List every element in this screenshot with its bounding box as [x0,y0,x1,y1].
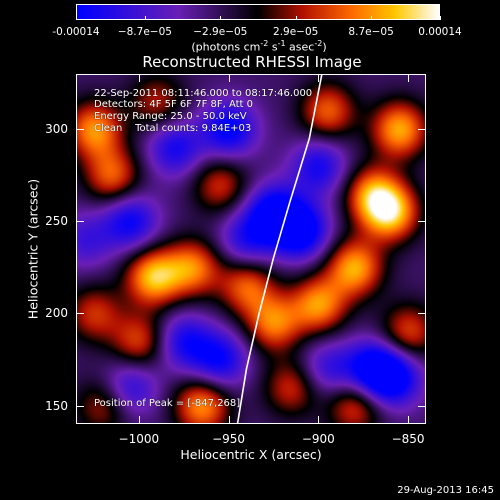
colorbar-tick-label: −8.7e−05 [117,26,172,38]
annotation-peak: Position of Peak = [-847,268] [94,398,241,409]
x-tick-label: −1000 [118,432,160,446]
colorbar-tick-label: -0.00014 [52,26,100,38]
heatmap-image [76,74,426,424]
colorbar-tick-label: 8.7e−05 [348,26,394,38]
y-tick-mark [76,405,84,407]
colorbar [76,4,440,20]
colorbar-units: (photons cm-2 s-1 asec-2) [191,39,327,54]
x-tick-mark [318,74,320,82]
colorbar-tick-label: −2.9e−05 [193,26,248,38]
colorbar-tick-label: 2.9e−05 [273,26,319,38]
y-tick-mark [418,313,426,315]
colorbar-tick-mark [220,16,222,20]
chart-title: Reconstructed RHESSI Image [142,53,362,71]
y-tick-mark [76,313,84,315]
y-tick-label: 250 [45,214,68,229]
y-tick-mark [418,221,426,223]
x-tick-mark [228,416,230,424]
annotation-clean: Clean Total counts: 9.84E+03 [94,123,252,134]
annotation-detectors: Detectors: 4F 5F 6F 7F 8F, Att 0 [94,99,254,110]
colorbar-tick-mark [440,16,441,20]
solar-limb-curve [236,74,323,424]
colorbar-tick-label: 0.00014 [418,26,462,38]
colorbar-tick-mark [371,16,373,20]
x-tick-mark [228,74,230,82]
x-tick-mark [138,416,140,424]
colorbar-tick-mark [295,16,297,20]
y-tick-label: 300 [45,122,68,137]
x-tick-mark [408,74,410,82]
annotation-energy: Energy Range: 25.0 - 50.0 keV [94,111,247,122]
x-tick-label: −950 [212,432,246,446]
x-axis-label: Heliocentric X (arcsec) [180,447,322,462]
x-tick-label: −900 [301,432,335,446]
y-tick-mark [76,221,84,223]
limb-overlay [236,74,323,424]
footer-date: 29-Aug-2013 16:45 [397,485,494,496]
y-tick-mark [418,129,426,131]
x-tick-mark [318,416,320,424]
y-axis-label: Heliocentric Y (arcsec) [25,178,41,320]
x-tick-mark [138,74,140,82]
x-tick-label: −850 [391,432,425,446]
x-tick-mark [408,416,410,424]
y-tick-label: 150 [45,398,68,413]
y-tick-label: 200 [45,306,68,321]
colorbar-tick-mark [144,16,146,20]
y-tick-mark [418,405,426,407]
y-tick-mark [76,129,84,131]
annotation-time-range: 22-Sep-2011 08:11:46.000 to 08:17:46.000 [94,88,313,99]
colorbar-tick-mark [76,16,77,20]
